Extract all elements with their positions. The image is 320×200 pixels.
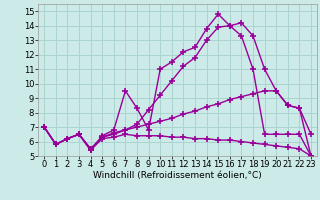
X-axis label: Windchill (Refroidissement éolien,°C): Windchill (Refroidissement éolien,°C) (93, 171, 262, 180)
